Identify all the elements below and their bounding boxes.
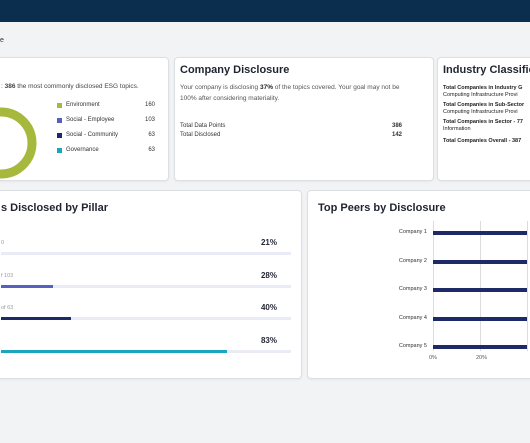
pillar-progress-track	[1, 285, 291, 288]
x-tick-label: 0%	[429, 355, 437, 361]
industry-line-bold: Total Companies in Sub-Sector	[443, 102, 525, 108]
legend-swatch	[57, 118, 62, 123]
topics-card: : 386 the most commonly disclosed ESG to…	[0, 57, 169, 181]
legend-item: Environment 160	[57, 102, 155, 111]
legend-swatch	[57, 133, 62, 138]
industry-line-text: Computing Infrastructure Provi	[443, 109, 518, 115]
pillar-row-percent: 40%	[260, 303, 277, 312]
company-disclosure-card: Company Disclosure Your company is discl…	[174, 57, 434, 181]
industry-line-text: Computing Infrastructure Provi	[443, 92, 518, 98]
pillar-progress-track	[1, 350, 291, 353]
total-disclosed-row: Total Disclosed 142	[180, 132, 402, 138]
peer-bar	[433, 345, 527, 349]
pillar-row-count: of 63	[1, 305, 14, 311]
legend-value: 103	[144, 117, 155, 123]
peer-bar	[433, 288, 527, 292]
industry-classification-card: Industry Classifica Total Companies in I…	[437, 57, 530, 181]
legend-label: Governance	[66, 147, 99, 153]
industry-line: Total Companies in Sub-Sector	[443, 102, 524, 109]
chart-gridline	[527, 221, 528, 351]
pillar-row-percent: 28%	[260, 271, 277, 280]
chart-gridline	[480, 221, 481, 351]
legend-label: Social - Community	[66, 132, 119, 138]
pillar-row-count: 0	[1, 240, 5, 246]
peer-bar	[433, 231, 527, 235]
legend-label: Social - Employee	[66, 117, 115, 123]
industry-classification-title: Industry Classifica	[443, 64, 530, 76]
industry-line: Information	[443, 126, 471, 133]
peer-bar	[433, 259, 527, 264]
chart-gridline	[433, 221, 434, 351]
top-navigation-bar	[0, 0, 530, 22]
y-category-label: Company 3	[398, 286, 427, 292]
y-category-label: Company 2	[398, 257, 427, 264]
pillar-card: s Disclosed by Pillar 0 21% f 103 28% of 63 4…	[0, 190, 302, 379]
company-disclosure-title: Company Disclosure	[180, 64, 290, 76]
legend-value: 63	[148, 132, 155, 138]
legend-swatch	[57, 103, 62, 108]
industry-line: Computing Infrastructure Provi	[443, 92, 518, 99]
legend-item: Social - Employee 103	[57, 117, 155, 126]
legend-swatch	[57, 148, 62, 153]
legend-label: Environment	[66, 102, 100, 108]
pillar-row-percent: 21%	[260, 238, 277, 247]
top-peers-chart: 0% 20% Company 1 Company 2 Company 3 Company …	[308, 191, 530, 378]
industry-line: Total Companies in Sector - 77	[443, 119, 523, 126]
legend-value: 160	[144, 102, 155, 108]
industry-line-bold: Total Companies in Industry G	[443, 85, 523, 91]
pillar-progress-track	[1, 252, 291, 255]
pillar-progress-fill	[1, 350, 228, 353]
legend-item: Social - Community 63	[57, 132, 155, 141]
pillar-progress-fill	[1, 317, 71, 320]
pillar-row-count: f 103	[1, 273, 14, 279]
breadcrumb: e	[0, 37, 4, 44]
y-category-label: Company 1	[398, 229, 427, 235]
pillar-row-percent: 83%	[260, 336, 277, 345]
industry-line-bold: Total Companies Overall - 387	[443, 138, 522, 144]
topics-summary: : 386 the most commonly disclosed ESG to…	[1, 83, 139, 90]
x-tick-label: 20%	[476, 355, 488, 361]
top-peers-title: Top Peers by Disclosure	[318, 202, 446, 214]
industry-line-text: Information	[443, 126, 471, 132]
industry-line: Total Companies in Industry G	[443, 85, 522, 92]
y-category-label: Company 4	[398, 314, 427, 321]
top-peers-card: Top Peers by Disclosure 0% 20% Company 1 Co…	[307, 190, 530, 379]
company-disclosure-description: Your company is disclosing 37% of the to…	[180, 84, 400, 102]
industry-line: Computing Infrastructure Provi	[443, 109, 518, 116]
topics-donut-chart	[0, 107, 37, 179]
peer-bar	[433, 316, 527, 321]
pillar-title: s Disclosed by Pillar	[1, 202, 108, 214]
y-category-label: Company 5	[398, 343, 427, 349]
pillar-progress-fill	[1, 285, 54, 288]
total-data-points-row: Total Data Points 386	[180, 123, 402, 129]
legend-item: Governance 63	[57, 147, 155, 156]
pillar-progress-track	[1, 317, 291, 320]
legend-value: 63	[148, 147, 155, 153]
industry-line: Total Companies Overall - 387	[443, 138, 521, 145]
industry-line-bold: Total Companies in Sector - 77	[443, 119, 523, 125]
